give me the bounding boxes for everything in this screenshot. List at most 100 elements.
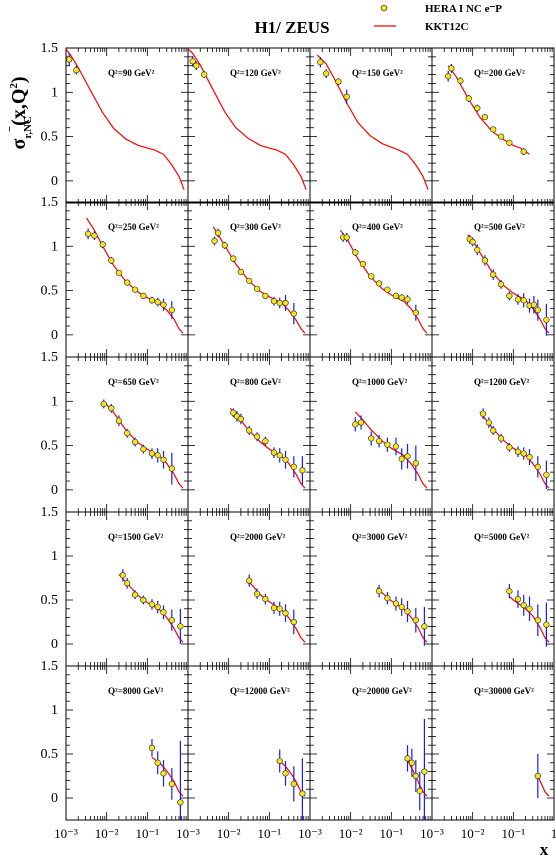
- data-point: [384, 441, 391, 448]
- panel: Q²=2000 GeV²: [187, 511, 311, 667]
- data-point: [357, 419, 365, 426]
- panel-frame: [431, 665, 555, 821]
- x-tick-label: 10⁻¹: [501, 826, 525, 841]
- panel-plot-area: [276, 749, 306, 820]
- data-point: [398, 603, 405, 611]
- data-point: [506, 292, 513, 299]
- data-point: [392, 292, 400, 299]
- y-tick-label: 0: [51, 328, 58, 343]
- data-point: [514, 596, 522, 603]
- data-point: [290, 310, 297, 317]
- data-point: [534, 772, 541, 780]
- data-point: [520, 148, 527, 155]
- data-point: [189, 58, 196, 65]
- panel: Q²=1000 GeV²: [309, 356, 433, 513]
- panel: Q²=400 GeV²: [309, 201, 433, 358]
- data-point: [368, 435, 375, 442]
- data-point: [193, 62, 200, 69]
- data-point: [160, 301, 167, 308]
- data-point: [474, 105, 481, 112]
- data-point: [490, 427, 497, 434]
- data-point: [131, 438, 139, 446]
- panel: Q²=150 GeV²: [309, 47, 433, 204]
- data-point: [404, 608, 411, 615]
- data-point: [323, 70, 330, 77]
- data-point: [91, 232, 98, 239]
- data-point: [457, 77, 464, 84]
- data-point: [148, 297, 156, 304]
- data-point: [124, 580, 131, 587]
- legend-label-model: KKT12C: [425, 21, 468, 33]
- data-point: [99, 241, 106, 248]
- data-point: [276, 757, 283, 765]
- panel-frame: [431, 47, 555, 204]
- data-point: [140, 446, 147, 453]
- panel: Q²=200 GeV²: [431, 47, 555, 204]
- y-tick-label: 1: [51, 239, 58, 254]
- y-tick-label: 1.5: [41, 41, 59, 56]
- y-tick-label: 0.5: [41, 439, 59, 454]
- panel-label: Q²=650 GeV²: [108, 377, 159, 387]
- y-axis-title: σr,NC−(x,Q2): [4, 76, 34, 149]
- data-point: [408, 759, 415, 766]
- x-tick-label: 10⁻²: [217, 826, 241, 841]
- y-tick-label: 1: [51, 549, 58, 564]
- data-point: [392, 443, 400, 450]
- data-point: [290, 618, 297, 626]
- panel-label: Q²=400 GeV²: [352, 222, 403, 232]
- data-point: [398, 455, 405, 462]
- model-curve: [339, 229, 428, 334]
- panel: Q²=90 GeV²: [65, 47, 189, 204]
- panel-label: Q²=150 GeV²: [352, 68, 403, 78]
- x-tick-label: 10⁻¹: [379, 826, 403, 841]
- y-tick-label: 1.5: [41, 505, 59, 520]
- panel-plot-area: [85, 217, 184, 334]
- x-tick-label: 1: [551, 826, 556, 841]
- panel: Q²=500 GeV²: [431, 201, 555, 358]
- data-point: [384, 286, 391, 293]
- panel-label: Q²=250 GeV²: [108, 222, 159, 232]
- svg-text:σr,NC−(x,Q2): σr,NC−(x,Q2): [4, 76, 34, 149]
- data-point: [506, 139, 513, 146]
- data-point: [237, 268, 245, 276]
- model-curve: [188, 48, 307, 190]
- axis-tick-labels: 0 0.5 1 1.5 0 0.5 1 1.5 0 0.5 1 1.5 0 0.5 1 1.5 0 0.5 1 1.5…: [41, 41, 556, 841]
- data-point: [375, 280, 383, 287]
- data-point: [290, 780, 297, 788]
- data-point: [497, 281, 505, 288]
- data-point: [237, 415, 245, 423]
- data-point: [421, 768, 428, 775]
- data-point: [421, 623, 428, 630]
- data-point: [246, 277, 253, 284]
- y-tick-label: 1: [51, 703, 58, 718]
- panel: Q²=12000 GeV²: [187, 665, 311, 821]
- panel: Q²=1500 GeV²: [65, 511, 189, 667]
- data-point: [404, 755, 411, 762]
- legend-label-data: HERA I NC e⁻P: [425, 3, 502, 15]
- data-point: [416, 787, 423, 795]
- panel: Q²=250 GeV²: [65, 201, 189, 358]
- y-tick-label: 1: [51, 85, 58, 100]
- data-point: [526, 605, 533, 612]
- data-point: [73, 67, 80, 74]
- data-point: [534, 617, 541, 624]
- data-point: [465, 95, 472, 102]
- data-point: [148, 744, 156, 751]
- data-point: [412, 309, 419, 316]
- data-point: [177, 799, 184, 806]
- data-point: [514, 448, 522, 455]
- panel-label: Q²=30000 GeV²: [474, 686, 534, 696]
- x-tick-label: 10⁻³: [176, 826, 200, 841]
- data-point: [375, 438, 383, 445]
- data-point: [154, 759, 161, 766]
- data-point: [148, 601, 156, 608]
- x-tick-label: 10⁻²: [461, 826, 485, 841]
- x-tick-label: 10⁻³: [54, 826, 78, 841]
- data-point: [497, 133, 505, 140]
- data-point: [253, 285, 261, 292]
- panel-label: Q²=1500 GeV²: [108, 532, 164, 542]
- y-tick-label: 0: [51, 637, 58, 652]
- y-tick-label: 0.5: [41, 284, 59, 299]
- data-point: [520, 602, 527, 609]
- panel: Q²=20000 GeV²: [309, 665, 433, 821]
